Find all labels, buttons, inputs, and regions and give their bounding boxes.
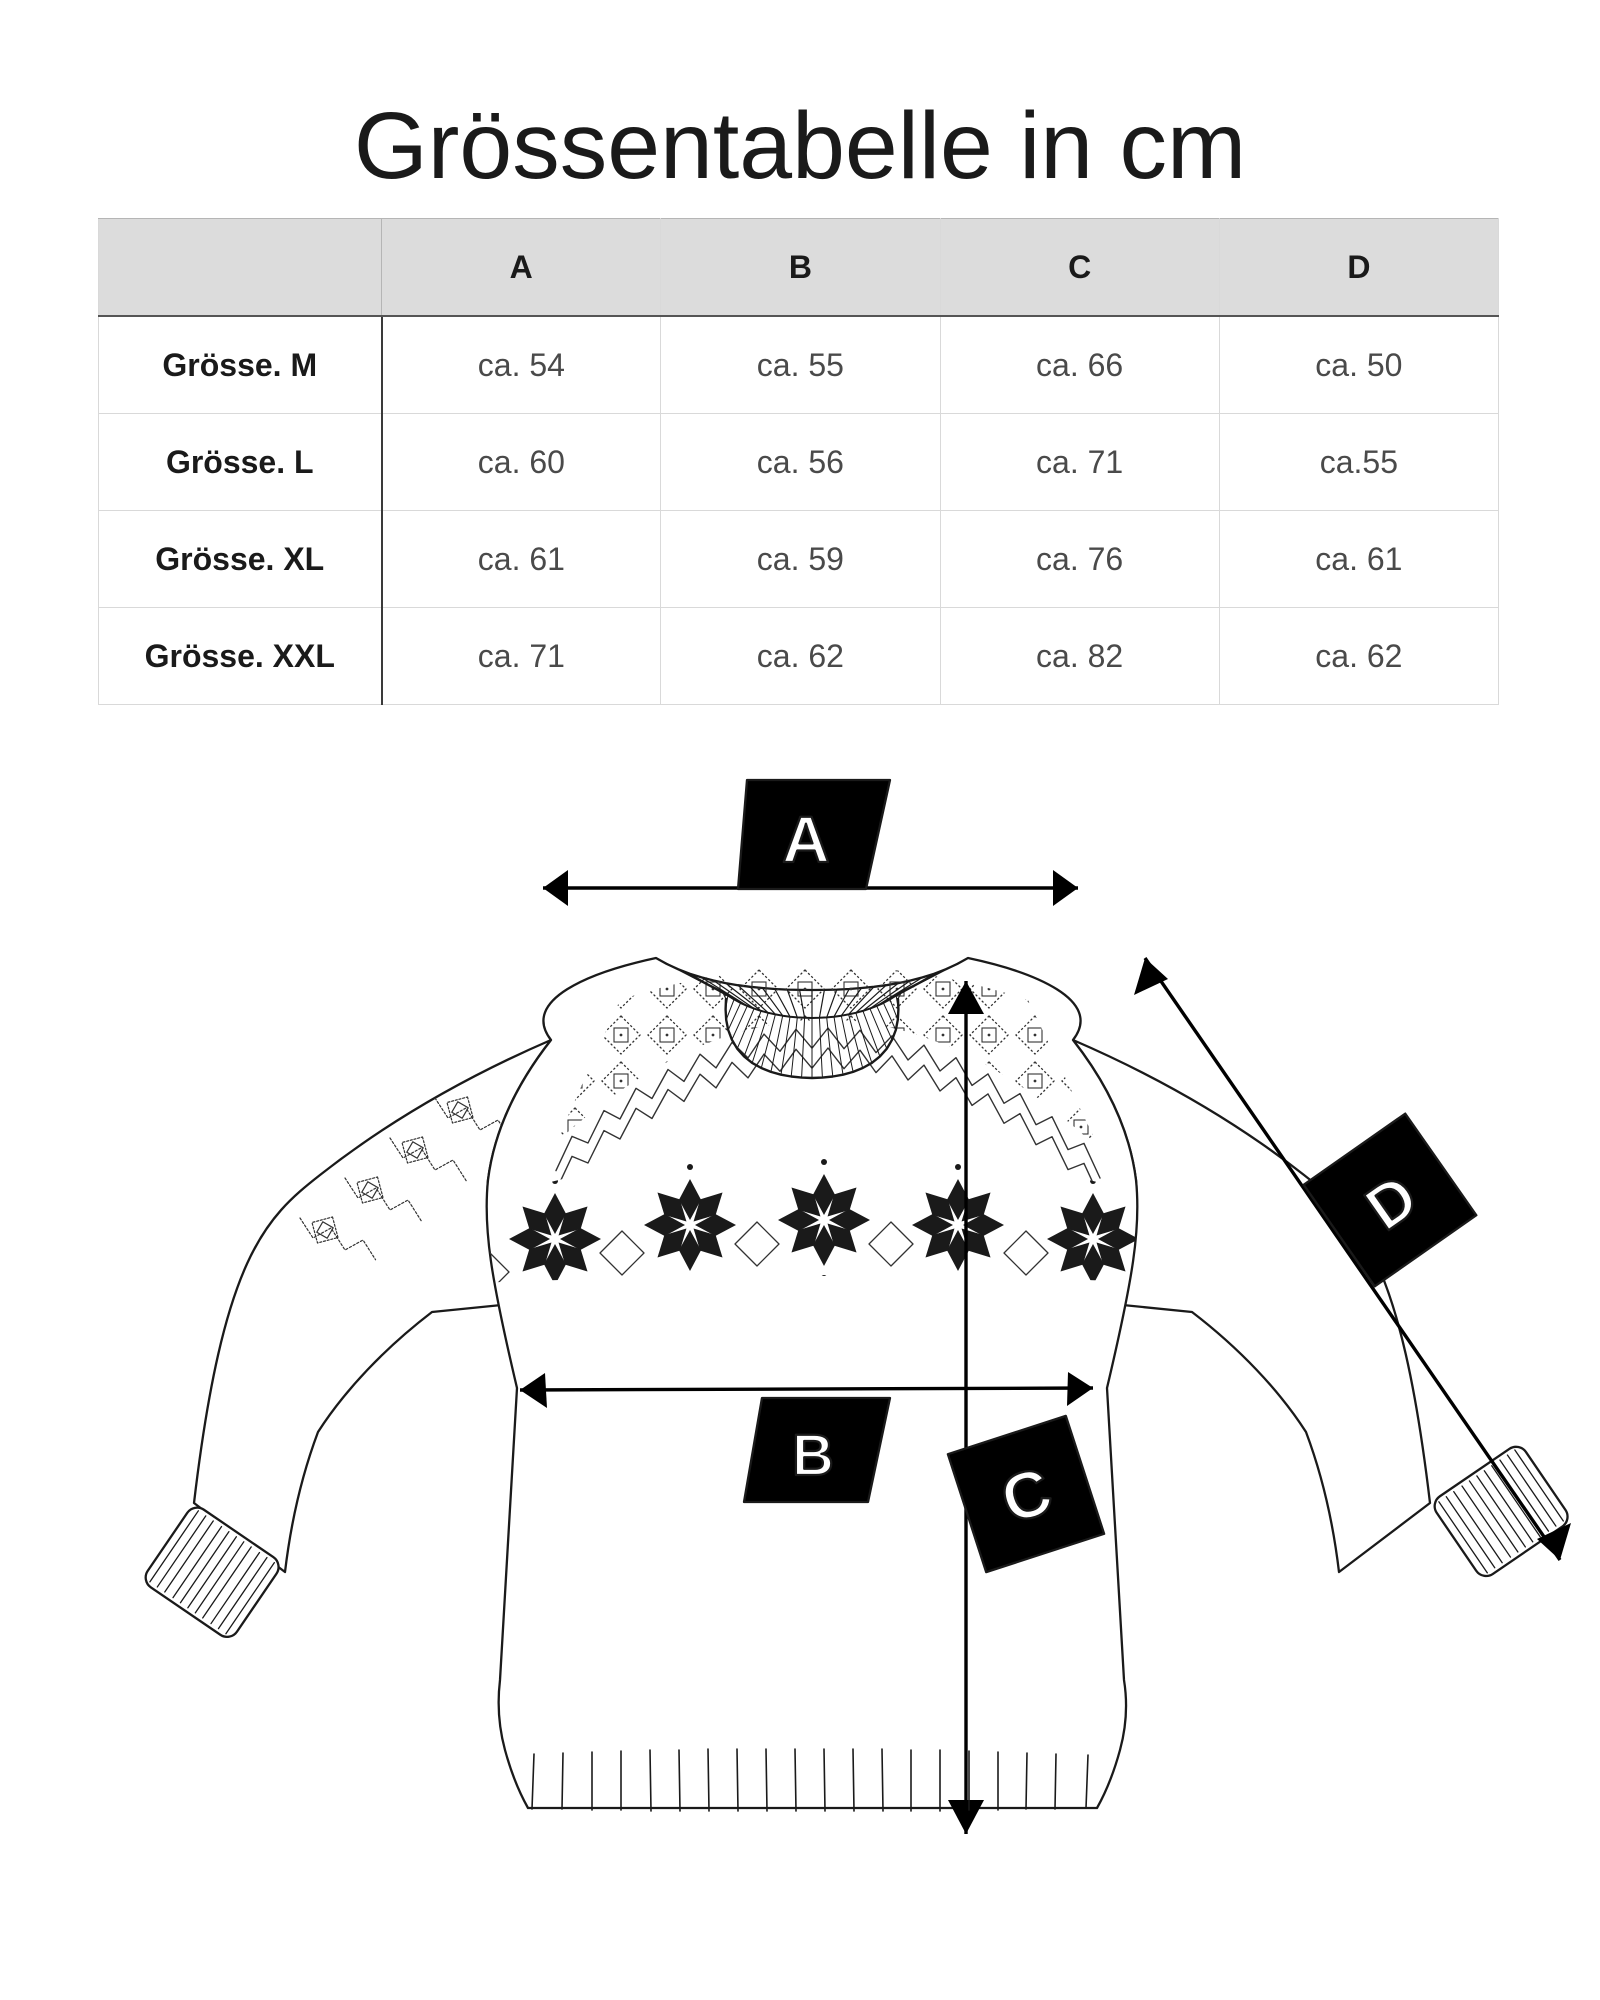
svg-text:A: A (782, 802, 830, 876)
svg-text:B: B (792, 1423, 834, 1488)
